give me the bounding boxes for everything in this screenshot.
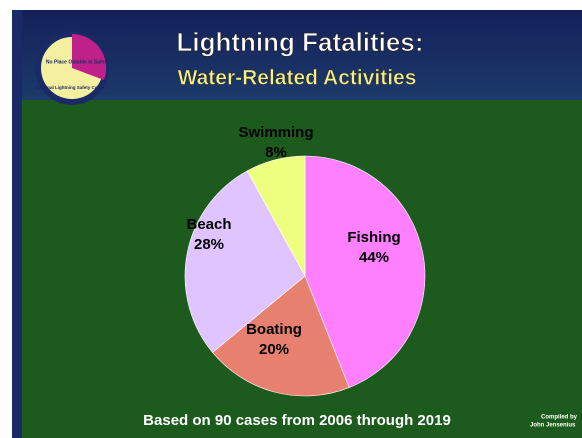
pie-slice (246, 155, 306, 277)
logo-segment (72, 33, 107, 80)
slice-value-label: 8% (265, 144, 287, 161)
title-band (12, 10, 582, 100)
footnote: Based on 90 cases from 2006 through 2019 (143, 412, 451, 429)
slice-category: Boating (246, 321, 302, 338)
logo-name: National Lightning Safety Council (36, 85, 108, 90)
slice-value-label: 28% (194, 236, 224, 253)
slice-category: Beach (186, 216, 231, 233)
pie-slice (304, 155, 426, 388)
left-strip (12, 10, 22, 438)
logo-slogan: No Place Outside Is Safe! (46, 59, 107, 65)
slice-category: Swimming (238, 124, 313, 141)
chart-subtitle: Water-Related Activities (178, 67, 417, 90)
credit: Compiled by (541, 415, 578, 421)
pie-slice (184, 170, 306, 353)
chart-title: Lightning Fatalities: (177, 27, 424, 57)
logo: National Lightning Safety Council No Pla… (35, 31, 109, 105)
slice-category: Fishing (347, 229, 400, 246)
slice-value-label: 44% (359, 249, 389, 266)
pie-slice (212, 275, 350, 397)
slice-value-label: 20% (259, 341, 289, 358)
credit: John Jensenius (530, 423, 576, 429)
